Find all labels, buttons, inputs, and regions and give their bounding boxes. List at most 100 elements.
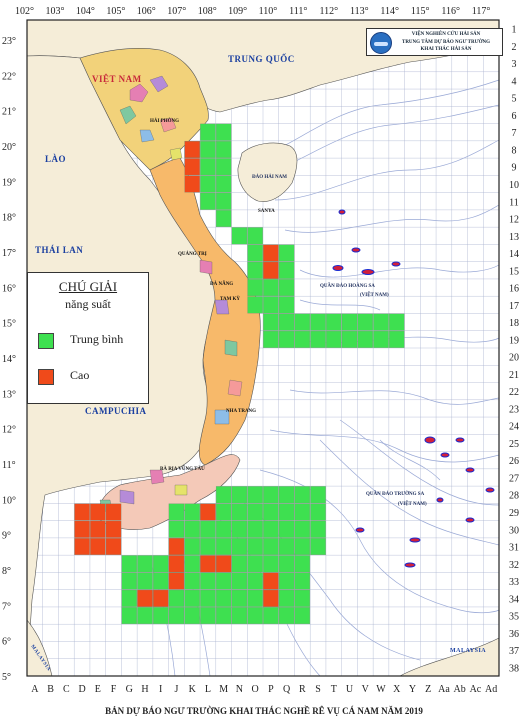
legend-swatch-medium (38, 333, 54, 349)
lon-label: 106° (137, 6, 156, 17)
row-label: 8 (512, 145, 517, 156)
forecast-cell-medium (168, 607, 185, 625)
island-groups (332, 209, 495, 568)
forecast-cell-high (74, 503, 90, 521)
forecast-cell-medium (263, 486, 279, 504)
lat-label: 12° (2, 425, 16, 436)
col-label: R (299, 684, 306, 695)
forecast-cell-medium (200, 192, 216, 210)
forecast-cell-high (184, 140, 200, 158)
forecast-cell-medium (294, 520, 311, 538)
forecast-cell-medium (373, 330, 389, 348)
institute-name: VIỆN NGHIÊN CỨU HẢI SẢN (411, 32, 481, 37)
lon-label: 107° (167, 6, 186, 17)
lon-label: 114° (380, 6, 399, 17)
forecast-cell-medium (263, 555, 279, 573)
forecast-cell-medium (263, 503, 279, 521)
row-label: 10 (509, 180, 519, 191)
forecast-cell-medium (247, 572, 263, 590)
col-label: E (95, 684, 101, 695)
forecast-cell-medium (231, 520, 248, 538)
forecast-cell-medium (215, 503, 232, 521)
forecast-cell-medium (247, 589, 263, 607)
forecast-cell-medium (215, 210, 232, 228)
col-label: Y (409, 684, 416, 695)
forecast-cell-medium (200, 175, 216, 193)
map-title: BẢN DỰ BÁO NGƯ TRƯỜNG KHAI THÁC NGHỀ RÊ … (105, 706, 423, 716)
grid-column-labels: A B C D E F G H I J K L M N O P Q R S T U V W X Y Z Aa Ab Ac Ad (31, 684, 497, 695)
forecast-cell-medium (278, 244, 295, 262)
label-danang: ĐÀ NẴNG (210, 281, 233, 287)
row-label: 22 (509, 387, 519, 398)
forecast-cell-medium (373, 313, 389, 331)
lat-label: 17° (2, 248, 16, 259)
row-label: 28 (509, 491, 519, 502)
forecast-cell-medium (263, 279, 279, 297)
row-label: 36 (509, 629, 519, 640)
row-label: 6 (512, 111, 517, 122)
lat-label: 7° (2, 601, 11, 612)
forecast-cell-medium (231, 572, 248, 590)
legend-label-high: Cao (70, 368, 90, 382)
forecast-cell-medium (168, 589, 185, 607)
col-label: M (219, 684, 228, 695)
forecast-cell-medium (215, 123, 232, 141)
forecast-cell-medium (215, 140, 232, 158)
col-label: Ab (454, 684, 466, 695)
col-label: Z (425, 684, 431, 695)
forecast-cell-medium (200, 520, 216, 538)
forecast-cell-medium (357, 330, 373, 348)
forecast-cell-high (263, 261, 279, 279)
institute-header: VIỆN NGHIÊN CỨU HẢI SẢN TRUNG TÂM DỰ BÁO… (366, 28, 503, 56)
forecast-cell-medium (200, 158, 216, 176)
lat-label: 8° (2, 566, 11, 577)
forecast-cell-medium (200, 572, 216, 590)
col-label: H (141, 684, 148, 695)
center-subtitle: KHAI THÁC HẢI SẢN (420, 47, 472, 52)
lon-label: 117° (472, 6, 491, 17)
label-paracel-vn: (VIỆT NAM) (360, 292, 389, 298)
col-label: K (189, 684, 197, 695)
forecast-cell-medium (184, 572, 200, 590)
forecast-cell-high (105, 538, 122, 556)
lat-label: 14° (2, 354, 16, 365)
forecast-cell-medium (310, 520, 326, 538)
forecast-cell-medium (278, 607, 295, 625)
forecast-cell-medium (278, 572, 295, 590)
lon-label: 115° (411, 6, 430, 17)
forecast-cell-medium (247, 244, 263, 262)
forecast-cell-medium (278, 279, 295, 297)
forecast-cell-medium (153, 572, 169, 590)
lat-label: 11° (2, 460, 16, 471)
label-sanya: SANYA (258, 209, 275, 214)
forecast-cell-medium (215, 158, 232, 176)
longitude-labels: 102° 103° 104° 105° 106° 107° 108° 109° 110° 111°… (15, 6, 490, 17)
forecast-cell-medium (231, 607, 248, 625)
forecast-cell-medium (215, 486, 232, 504)
forecast-cell-high (105, 503, 122, 521)
col-label: U (346, 684, 354, 695)
land-hainan (237, 142, 298, 202)
row-label: 37 (509, 646, 519, 657)
forecast-cell-medium (247, 607, 263, 625)
row-label: 17 (509, 301, 519, 312)
label-spratly: QUẦN ĐẢO TRƯỜNG SA (366, 491, 425, 497)
legend: CHÚ GIẢI năng suất Trung bình Cao (27, 272, 149, 404)
forecast-cell-medium (247, 261, 263, 279)
forecast-cell-medium (153, 555, 169, 573)
forecast-cell-medium (310, 313, 326, 331)
forecast-cell-medium (294, 607, 311, 625)
forecast-cell-medium (294, 555, 311, 573)
col-label: S (315, 684, 321, 695)
forecast-cell-medium (231, 486, 248, 504)
row-label: 18 (509, 318, 519, 329)
lon-label: 108° (198, 6, 217, 17)
lat-label: 16° (2, 283, 16, 294)
lon-label: 103° (45, 6, 64, 17)
col-label: N (236, 684, 243, 695)
row-label: 24 (509, 422, 519, 433)
row-label: 30 (509, 525, 519, 536)
lon-label: 112° (320, 6, 339, 17)
forecast-cell-high (215, 555, 232, 573)
row-label: 35 (509, 612, 519, 623)
